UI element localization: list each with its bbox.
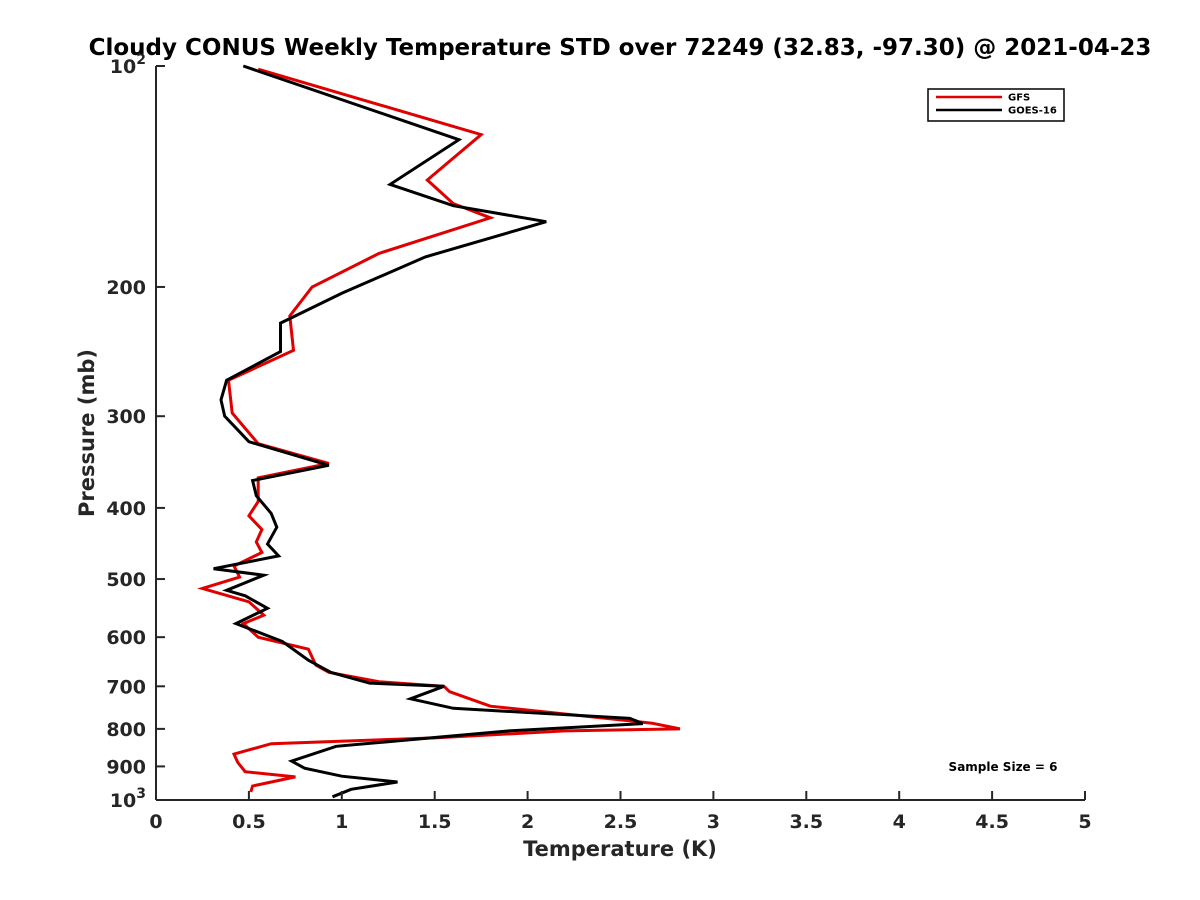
legend: GFS GOES-16: [927, 88, 1065, 122]
x-tick-label: 3.5: [789, 811, 823, 833]
x-tick-label: 3: [707, 811, 720, 833]
plot-area: [156, 66, 1085, 800]
y-tick-label: 600: [106, 627, 146, 649]
x-tick-label: 1.5: [418, 811, 452, 833]
plot-background: [156, 66, 1085, 800]
x-tick-label: 2: [521, 811, 534, 833]
x-axis-label: Temperature (K): [523, 837, 717, 861]
x-tick-label: 0.5: [232, 811, 266, 833]
y-tick-label: 800: [106, 719, 146, 741]
y-tick-label: 103: [110, 786, 146, 812]
legend-label-goes16: GOES-16: [1008, 106, 1057, 117]
x-tick-label: 1: [335, 811, 348, 833]
y-tick-label: 300: [106, 406, 146, 428]
y-tick-label: 500: [106, 569, 146, 591]
legend-label-gfs: GFS: [1008, 93, 1030, 104]
y-tick-label: 102: [110, 52, 146, 78]
sample-size-annotation: Sample Size = 6: [949, 760, 1058, 774]
y-tick-label: 900: [106, 756, 146, 778]
x-tick-label: 0: [149, 811, 162, 833]
y-tick-label: 700: [106, 676, 146, 698]
y-tick-label: 400: [106, 498, 146, 520]
x-tick-label: 2.5: [604, 811, 638, 833]
y-tick-label: 200: [106, 277, 146, 299]
x-tick-label: 4.5: [975, 811, 1009, 833]
series-line-goes16: [213, 64, 644, 799]
legend-box: [927, 88, 1065, 122]
y-axis-ticks: 102 200 300 400 500 600 700 800 900 103: [106, 52, 165, 812]
chart-title: Cloudy CONUS Weekly Temperature STD over…: [89, 35, 1152, 61]
x-tick-label: 5: [1078, 811, 1091, 833]
series-lines: [197, 64, 681, 799]
x-tick-label: 4: [893, 811, 906, 833]
y-axis-label: Pressure (mb): [75, 349, 99, 517]
x-axis-ticks: 0 0.5 1 1.5 2 2.5 3 3.5 4 4.5 5: [149, 791, 1092, 833]
